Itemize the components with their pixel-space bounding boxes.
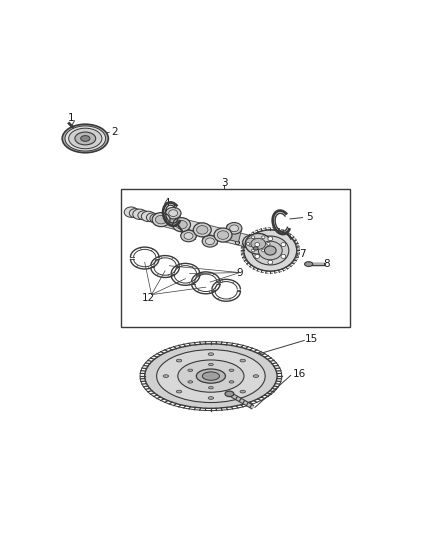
Text: 2: 2 <box>111 127 117 136</box>
Ellipse shape <box>253 247 258 250</box>
Ellipse shape <box>243 235 261 249</box>
Ellipse shape <box>208 386 213 389</box>
Ellipse shape <box>163 375 169 377</box>
Ellipse shape <box>169 210 178 216</box>
Ellipse shape <box>188 381 193 383</box>
Ellipse shape <box>184 232 193 239</box>
Ellipse shape <box>124 207 138 217</box>
Ellipse shape <box>129 208 141 218</box>
Ellipse shape <box>267 243 270 245</box>
Ellipse shape <box>75 132 95 145</box>
Ellipse shape <box>226 222 242 234</box>
Text: 15: 15 <box>304 334 318 344</box>
Ellipse shape <box>225 391 234 397</box>
Ellipse shape <box>251 238 265 249</box>
Ellipse shape <box>252 236 289 265</box>
Ellipse shape <box>202 372 219 380</box>
Ellipse shape <box>205 238 214 245</box>
Ellipse shape <box>193 223 211 237</box>
Text: 9: 9 <box>237 268 243 278</box>
Text: 7: 7 <box>299 249 306 259</box>
Ellipse shape <box>253 375 258 377</box>
Ellipse shape <box>255 243 260 247</box>
Ellipse shape <box>197 225 208 234</box>
Ellipse shape <box>138 211 150 220</box>
Text: 8: 8 <box>323 259 330 269</box>
Ellipse shape <box>230 225 239 232</box>
Ellipse shape <box>133 209 147 220</box>
Ellipse shape <box>240 359 245 362</box>
Ellipse shape <box>208 353 214 356</box>
Ellipse shape <box>244 230 297 271</box>
Ellipse shape <box>304 262 313 266</box>
Polygon shape <box>159 214 261 250</box>
Polygon shape <box>224 225 242 242</box>
Ellipse shape <box>176 221 187 229</box>
Text: 6: 6 <box>233 237 240 247</box>
Ellipse shape <box>69 128 102 149</box>
Ellipse shape <box>81 135 90 141</box>
Ellipse shape <box>229 369 234 372</box>
Ellipse shape <box>261 249 265 252</box>
Ellipse shape <box>255 254 260 259</box>
Text: 5: 5 <box>306 212 313 222</box>
Ellipse shape <box>258 241 282 260</box>
Text: 4: 4 <box>163 198 170 208</box>
Ellipse shape <box>202 236 218 247</box>
Ellipse shape <box>281 243 286 247</box>
Ellipse shape <box>166 207 181 219</box>
Polygon shape <box>181 228 197 239</box>
Ellipse shape <box>157 350 265 402</box>
Ellipse shape <box>178 360 244 392</box>
Ellipse shape <box>177 390 182 393</box>
Ellipse shape <box>155 215 167 224</box>
Polygon shape <box>163 209 181 227</box>
Ellipse shape <box>251 249 255 252</box>
Ellipse shape <box>208 364 213 366</box>
Ellipse shape <box>268 260 273 264</box>
Ellipse shape <box>261 236 265 239</box>
Bar <box>121 189 350 327</box>
Ellipse shape <box>251 236 255 239</box>
Ellipse shape <box>173 217 191 232</box>
Ellipse shape <box>246 238 258 246</box>
Ellipse shape <box>145 344 277 408</box>
Text: 1: 1 <box>68 113 74 123</box>
Text: 12: 12 <box>141 293 155 303</box>
Ellipse shape <box>265 246 276 255</box>
Ellipse shape <box>141 211 155 222</box>
Ellipse shape <box>229 381 234 383</box>
Ellipse shape <box>196 369 226 383</box>
Ellipse shape <box>240 390 245 393</box>
Ellipse shape <box>247 243 250 245</box>
Ellipse shape <box>245 233 271 254</box>
Ellipse shape <box>281 254 286 259</box>
Ellipse shape <box>214 228 232 242</box>
Ellipse shape <box>150 213 164 224</box>
Ellipse shape <box>177 359 182 362</box>
Ellipse shape <box>268 237 273 241</box>
Ellipse shape <box>146 213 159 222</box>
Ellipse shape <box>208 397 214 399</box>
Ellipse shape <box>152 213 170 227</box>
Polygon shape <box>202 233 219 245</box>
Text: 3: 3 <box>221 177 228 188</box>
Ellipse shape <box>181 230 196 242</box>
Text: 16: 16 <box>293 369 306 379</box>
Ellipse shape <box>65 126 106 151</box>
Ellipse shape <box>62 124 108 153</box>
Ellipse shape <box>188 369 193 372</box>
Ellipse shape <box>217 231 229 239</box>
